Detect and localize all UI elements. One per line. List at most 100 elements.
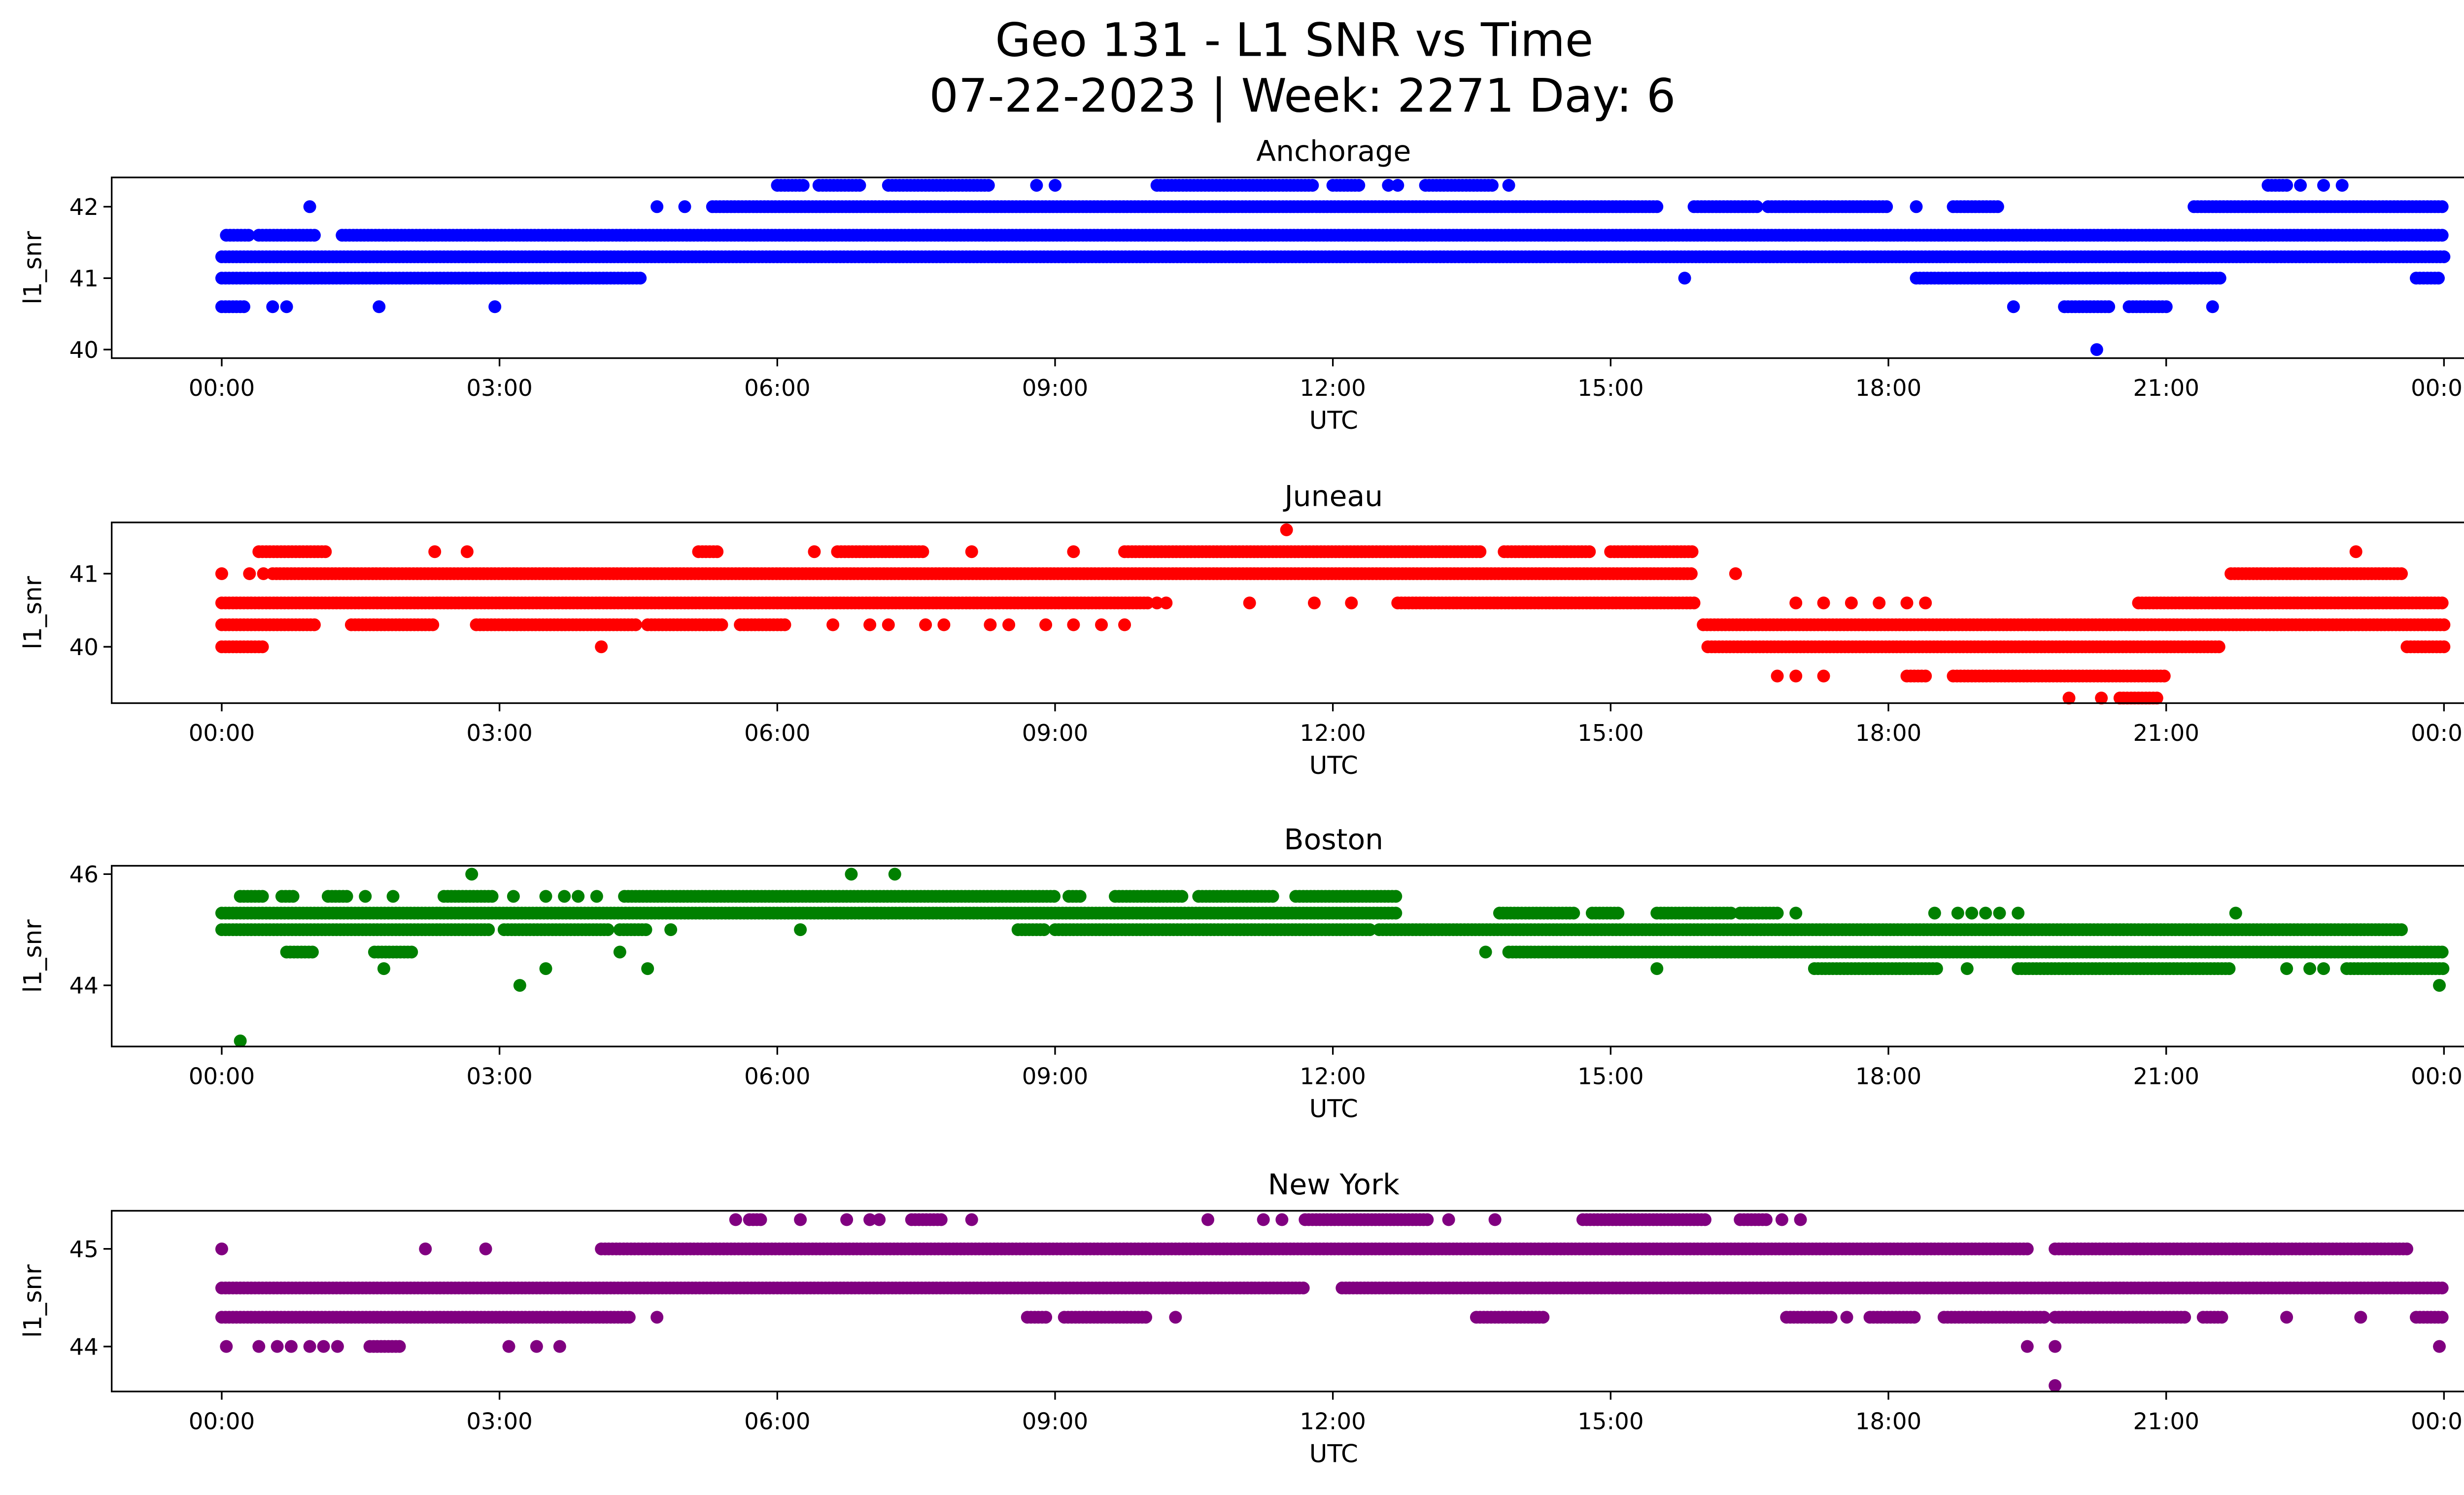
data-point [715,618,728,631]
data-point [460,545,474,558]
data-point [1039,618,1053,631]
data-point [243,567,256,580]
data-point [1002,618,1016,631]
x-tick-label: 09:00 [1022,720,1088,747]
data-point [1919,596,1932,610]
x-tick-label: 00:00 [2411,375,2464,402]
data-point [308,618,321,631]
data-point [1049,178,1062,192]
data-point [1873,596,1886,610]
y-tick-label: 41 [69,561,99,588]
data-point [257,567,270,580]
data-point [1073,890,1087,903]
data-point [1067,618,1080,631]
data-point [2437,640,2451,654]
data-point [2435,200,2449,213]
data-point [882,618,895,631]
data-point [1789,596,1803,610]
data-point [1389,906,1403,920]
data-point [1583,545,1596,558]
data-point [2212,640,2225,654]
data-point [984,618,997,631]
y-tick-label: 42 [69,194,99,221]
data-point [2007,300,2020,313]
data-point [488,300,502,313]
data-point [256,640,269,654]
data-point [1684,567,1698,580]
data-point [1678,272,1691,285]
data-point [595,640,608,654]
x-axis-label: UTC [1309,751,1358,780]
data-point [826,618,840,631]
x-tick-label: 18:00 [1855,375,1921,402]
y-tick-label: 40 [69,337,99,364]
data-point [1685,545,1699,558]
data-point [2213,272,2226,285]
data-point [280,300,293,313]
x-tick-label: 12:00 [1300,375,1366,402]
data-point [796,178,810,192]
data-point [2206,300,2219,313]
data-point [303,200,316,213]
data-point [426,618,440,631]
data-point [306,945,319,959]
data-point [1687,596,1701,610]
data-point [1771,906,1784,920]
data-point [1307,596,1321,610]
data-point [650,200,664,213]
data-point [1048,890,1061,903]
data-point [2294,178,2307,192]
data-points [215,178,2451,356]
y-tick-label: 40 [69,634,99,661]
data-point [1391,178,1404,192]
data-point [1502,178,1515,192]
figure-title: Geo 131 - L1 SNR vs Time [995,13,1593,67]
data-point [2435,596,2449,610]
data-point [1919,669,1932,683]
data-point [2159,300,2173,313]
data-point [1389,890,1403,903]
x-tick-label: 06:00 [744,720,810,747]
data-point [1095,618,1108,631]
data-point [1175,890,1189,903]
data-point [639,923,652,937]
data-point [1243,596,1256,610]
data-point [711,545,724,558]
data-point [1067,545,1080,558]
data-point [1485,178,1499,192]
data-point [1789,669,1803,683]
data-point [1306,178,1319,192]
data-point [919,618,932,631]
data-point [2435,229,2449,242]
data-point [1750,200,1764,213]
data-point [1910,200,1923,213]
data-point [1352,178,1366,192]
data-point [428,545,442,558]
data-point [1817,596,1830,610]
y-axis-label: l1_snr [18,576,47,649]
data-point [1345,596,1358,610]
data-point [853,178,866,192]
data-point [1280,523,1293,536]
x-tick-label: 00:00 [189,720,255,747]
y-tick-label: 41 [69,266,99,292]
axes-frame [110,176,2464,359]
data-point [286,890,300,903]
data-point [1900,596,1914,610]
data-point [405,945,418,959]
x-tick-label: 12:00 [1300,720,1366,747]
data-point [2437,250,2451,263]
data-point [863,618,877,631]
data-point [1160,596,1173,610]
data-point [2317,178,2330,192]
data-point [1817,669,1830,683]
data-point [2349,545,2362,558]
data-point [340,890,353,903]
x-tick-label: 03:00 [466,720,532,747]
data-point [2437,618,2451,631]
data-points [215,523,2451,705]
x-tick-label: 06:00 [744,375,810,402]
